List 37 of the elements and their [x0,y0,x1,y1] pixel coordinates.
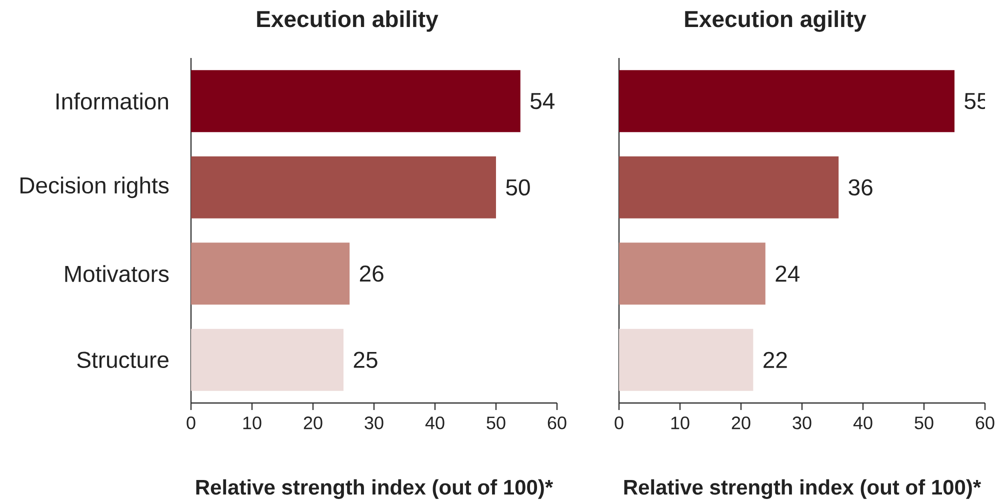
x-tick-label: 40 [853,416,872,430]
bar [191,156,496,218]
y-tick-label: Decision rights [20,176,169,198]
x-tick-label: 40 [425,416,444,430]
x-tick-label: 10 [671,416,690,430]
y-tick-label: Structure [77,352,168,368]
x-tick-label: 20 [304,416,322,430]
y-tick-label: Motivators [65,265,169,282]
x-tick-label: 0 [614,416,624,430]
chart-title: Execution ability [257,10,438,32]
data-label: 25 [354,352,378,368]
bar [619,70,954,132]
data-label: 36 [848,179,872,196]
x-tick-label: 50 [486,416,506,430]
x-tick-label: 30 [364,416,384,430]
bar [619,242,766,305]
data-label: 26 [360,265,384,282]
x-tick-label: 30 [792,416,812,430]
x-axis-title: Relative strength index (out of 100)* [624,479,982,499]
data-label: 54 [530,93,555,110]
x-tick-label: 50 [914,416,934,430]
y-tick-label: Information [56,92,168,110]
data-label: 50 [506,179,530,196]
bar [619,156,839,218]
chart-title: Execution agility [685,10,866,32]
x-axis-title: Relative strength index (out of 100)* [196,479,554,499]
x-tick-label: 0 [186,416,196,430]
x-tick-label: 60 [976,416,994,430]
bar [619,328,754,391]
x-tick-label: 20 [732,416,750,430]
bar [191,242,350,305]
bar [191,70,520,132]
data-label: 22 [764,352,787,368]
data-label: 24 [776,266,800,282]
x-tick-label: 10 [243,416,262,430]
bar [191,328,344,391]
x-tick-label: 60 [548,416,566,430]
